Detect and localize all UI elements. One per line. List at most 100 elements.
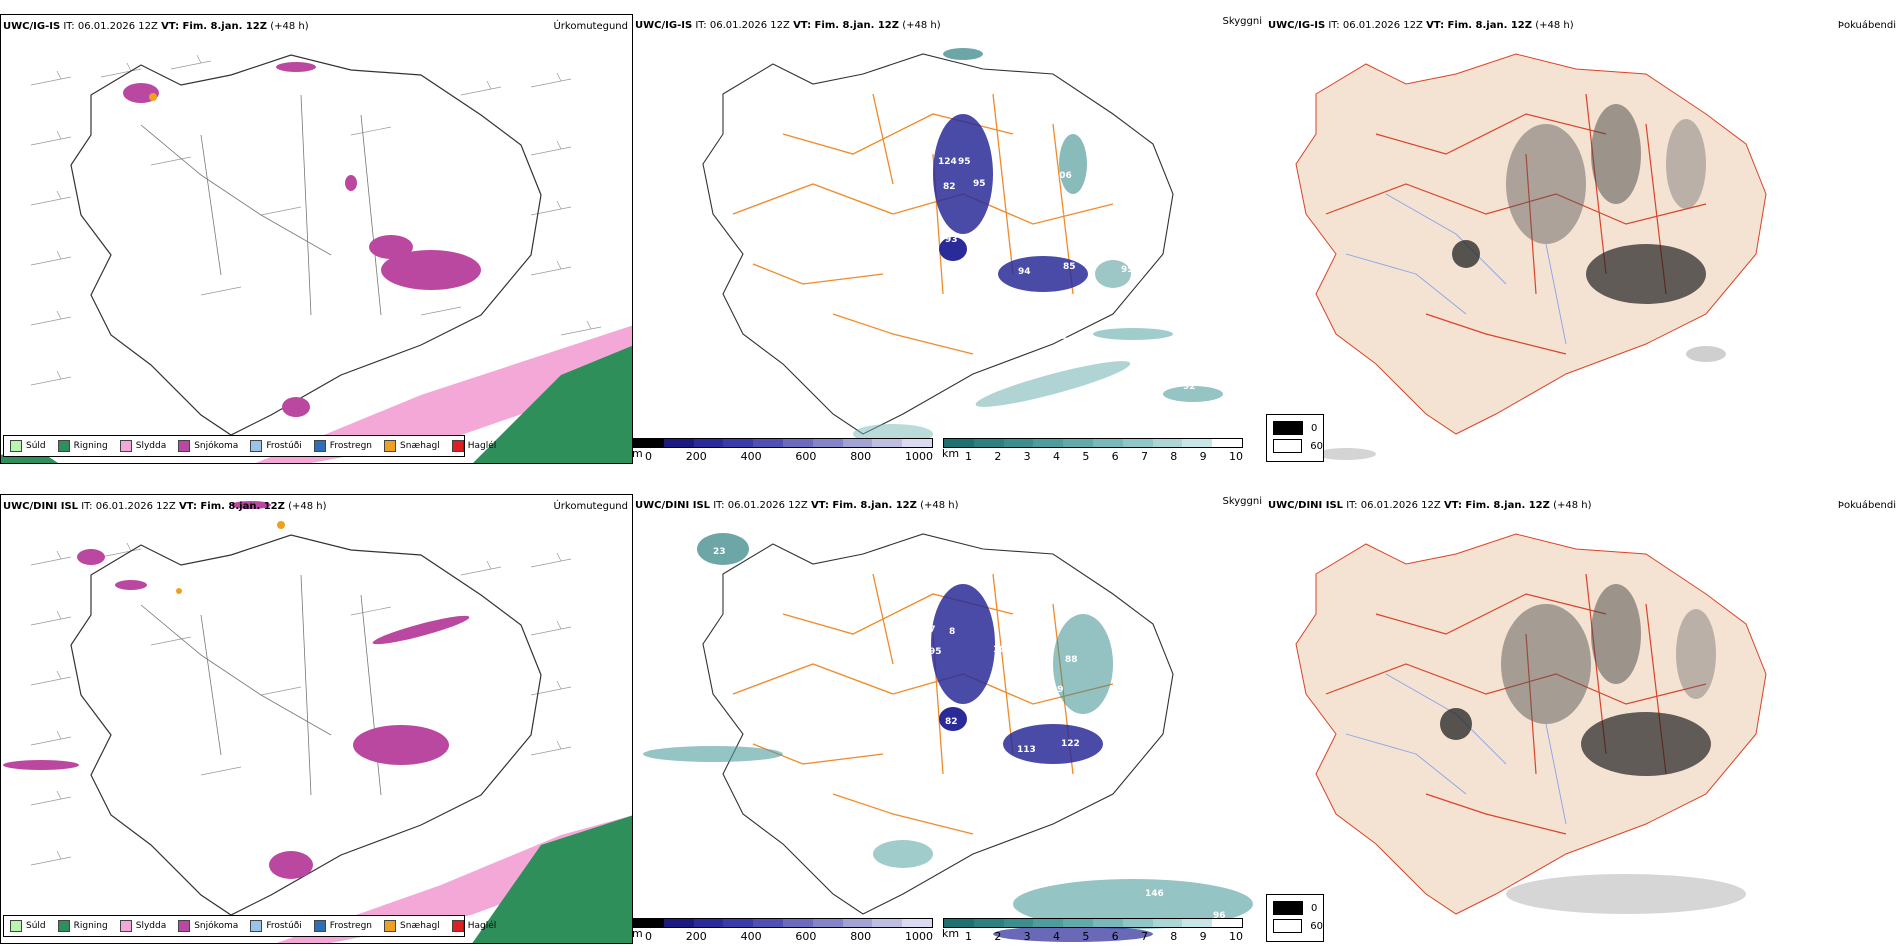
panel-subtitle: Skyggni [1222, 16, 1262, 27]
legend-item-frostudi: Frostúði [250, 440, 302, 452]
legend-item-snaehagl: Snæhagl [384, 440, 440, 452]
cloud-label: 92 [1183, 382, 1196, 392]
cloud-label: 3 [1115, 245, 1121, 255]
cloud-label: 107 [993, 645, 1012, 655]
road-network [732, 573, 1114, 835]
legend-swatch [313, 440, 326, 452]
cloud-label: 82 [943, 182, 956, 192]
cloud-label: 280 [987, 713, 1006, 723]
cloud-label: 85 [1063, 262, 1076, 272]
fog-key: 0 60 [1266, 414, 1324, 462]
legend-item-sudd: Súld [10, 920, 46, 932]
river-lines [1345, 193, 1567, 345]
legend-swatch [250, 440, 263, 452]
road-network [1325, 93, 1707, 355]
fog-key: 0 60 [1266, 894, 1324, 942]
legend-item-snjokoma: Snjókoma [178, 440, 238, 452]
legend-item-sudd: Súld [10, 440, 46, 452]
low-cloud-blobs [853, 48, 1223, 444]
legend-swatch [57, 440, 70, 452]
iceland-precip-map [3, 501, 632, 943]
cloud-label: 145 [1031, 237, 1050, 247]
panel-title: UWC/IG-IS IT: 06.01.2026 12Z VT: Fim. 8.… [635, 20, 941, 31]
cloud-label: 113 [1017, 745, 1036, 755]
colorbar-swatches [943, 918, 1243, 928]
cloud-label: 146 [1145, 889, 1164, 899]
legend-swatch [10, 920, 22, 932]
cloud-base-colorbar: m 0 200 400 600 800 1000 [633, 438, 933, 464]
cloud-label: 104 [1045, 209, 1064, 219]
cloud-label: 93 [1119, 743, 1132, 753]
snow-pellet-marker [149, 93, 157, 101]
iceland-coastline [702, 53, 1174, 435]
legend-swatch [451, 920, 464, 932]
legend-item-frostregn: Frostregn [313, 920, 372, 932]
precip-type-panel-row1: UWC/IG-IS IT: 06.01.2026 12Z VT: Fim. 8.… [0, 14, 633, 464]
cloud-label: 95 [1121, 265, 1134, 275]
legend-item-rigning: Rigning [57, 920, 108, 932]
iceland-visibility-map: 124 95 82 95 106 104 93 36 145 94 85 3 9… [702, 48, 1223, 444]
legend-item-haglel: Haglél [451, 920, 496, 932]
colorbar-unit: m [633, 927, 643, 940]
iceland-precip-map [1, 54, 632, 463]
iceland-coastline [70, 534, 542, 916]
wind-barbs [30, 542, 572, 866]
cloud-label: 95 [929, 647, 942, 657]
cloud-label: 8 [949, 627, 955, 637]
cloud-label: 88 [1065, 655, 1078, 665]
road-network [732, 93, 1114, 355]
cloud-label: 94 [1018, 267, 1031, 277]
snow-areas [3, 501, 470, 879]
cloud-label: 73 [1111, 721, 1124, 731]
iceland-visibility-map: 23 67 8 95 107 88 89 82 280 17 113 122 7… [643, 533, 1253, 942]
cloud-label: 95 [958, 157, 971, 167]
colorbar-unit: km [942, 927, 960, 940]
legend-item-frostregn: Frostregn [313, 440, 372, 452]
panel-title: UWC/DINI ISL IT: 06.01.2026 12Z VT: Fim.… [1268, 500, 1592, 511]
panel-title: UWC/IG-IS IT: 06.01.2026 12Z VT: Fim. 8.… [3, 21, 309, 32]
cloud-label: 23 [713, 547, 726, 557]
legend-swatch [10, 440, 22, 452]
snow-areas [123, 62, 481, 417]
cloud-label: 93 [945, 235, 958, 245]
cloud-base-colorbar: m 0 200 400 600 800 1000 [633, 918, 933, 944]
fog-shading [1316, 104, 1726, 460]
panel-title: UWC/DINI ISL IT: 06.01.2026 12Z VT: Fim.… [3, 501, 327, 512]
legend-item-snjokoma: Snjókoma [178, 920, 238, 932]
legend-swatch [119, 440, 132, 452]
iceland-land [1295, 53, 1767, 435]
legend-item-snaehagl: Snæhagl [384, 920, 440, 932]
visibility-colorbar: km 1 2 3 4 5 6 7 8 9 10 [942, 918, 1243, 944]
fog-panel-row1: UWC/IG-IS IT: 06.01.2026 12Z VT: Fim. 8.… [1266, 14, 1900, 464]
road-lines [140, 94, 382, 316]
cloud-label: 122 [1061, 739, 1080, 749]
panel-title: UWC/DINI ISL IT: 06.01.2026 12Z VT: Fim.… [635, 500, 959, 511]
cloud-label: 17 [979, 732, 992, 742]
colorbar-unit: km [942, 447, 960, 460]
panel-subtitle: Þokuábendi [1837, 500, 1896, 511]
legend-item-slydda: Slydda [119, 440, 166, 452]
cloud-label: 96 [1213, 911, 1226, 921]
snow-pellet-marker [277, 521, 285, 529]
visibility-panel-row1: UWC/IG-IS IT: 06.01.2026 12Z VT: Fim. 8.… [633, 14, 1266, 464]
cloud-label: 36 [989, 237, 1002, 247]
iceland-fog-map [1295, 53, 1767, 460]
cloud-base-labels: 124 95 82 95 106 104 93 36 145 94 85 3 9… [938, 157, 1196, 392]
cloud-label: 124 [938, 157, 957, 167]
legend-swatch [178, 440, 191, 452]
road-lines [140, 574, 382, 796]
cloud-label: 95 [973, 179, 986, 189]
cloud-label: 67 [923, 625, 936, 635]
low-cloud-blobs [643, 533, 1253, 942]
panel-subtitle: Skyggni [1222, 496, 1262, 507]
iceland-coastline [70, 54, 542, 436]
legend-swatch [384, 440, 397, 452]
legend-item-haglel: Haglél [451, 440, 496, 452]
snow-pellet-marker [176, 588, 182, 594]
cloud-label: 76 [1061, 337, 1074, 347]
cloud-label: 82 [945, 717, 958, 727]
legend-swatch [57, 920, 70, 932]
colorbar-swatches [633, 438, 933, 448]
fog-panel-row2: UWC/DINI ISL IT: 06.01.2026 12Z VT: Fim.… [1266, 494, 1900, 944]
legend-swatch [250, 920, 263, 932]
